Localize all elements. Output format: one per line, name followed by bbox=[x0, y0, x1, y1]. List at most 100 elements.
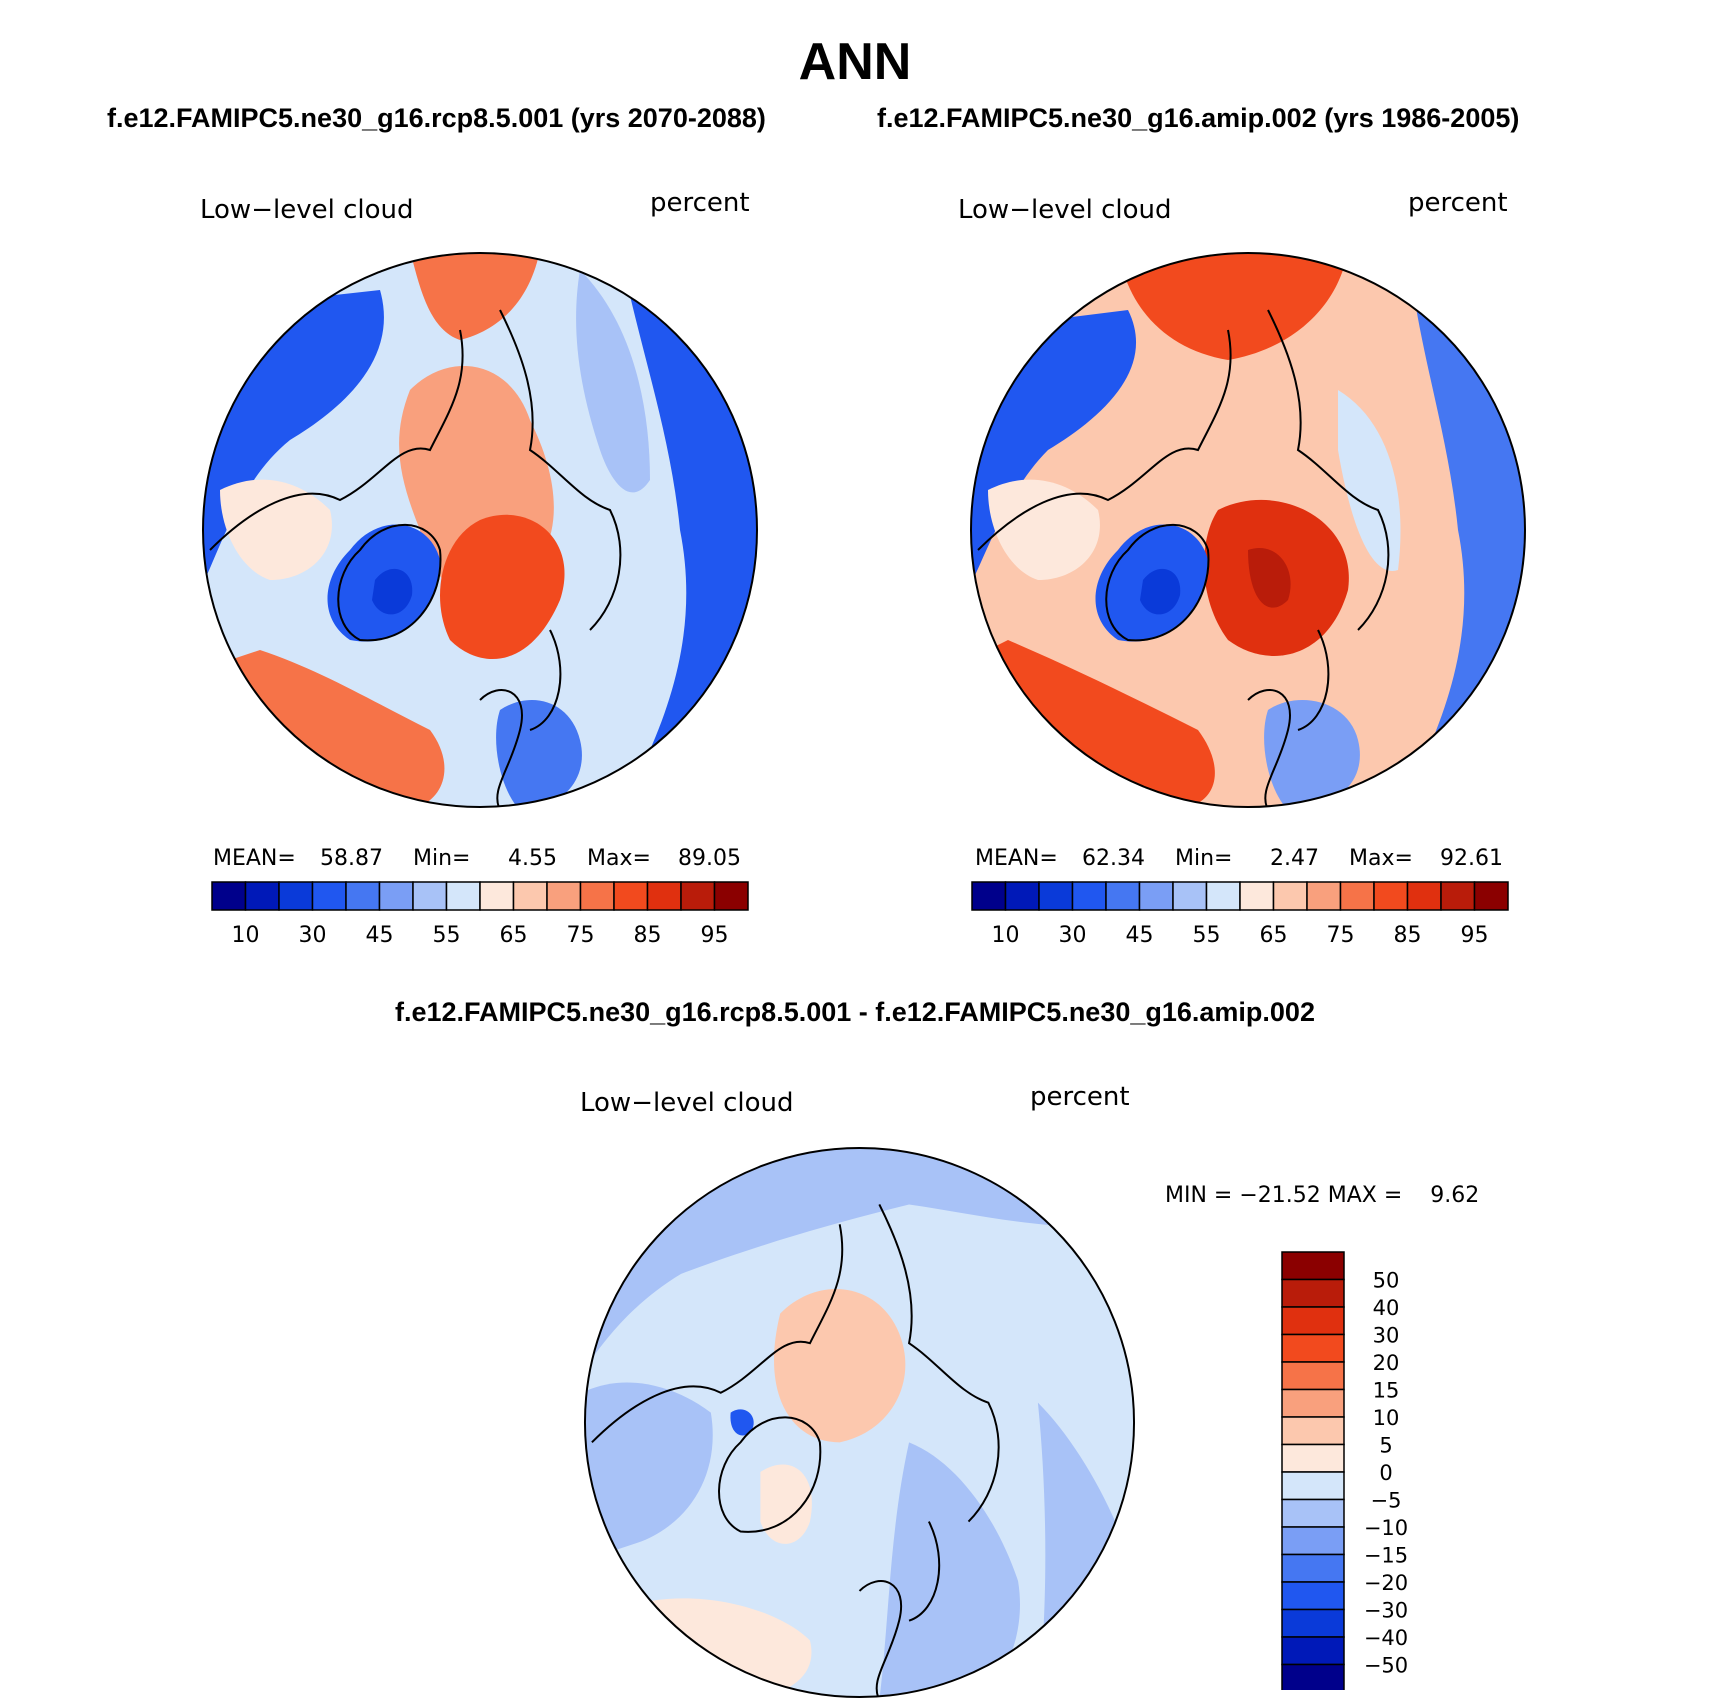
colorbar-tick-label: −5 bbox=[1371, 1489, 1402, 1513]
panel1-region-canada bbox=[220, 479, 332, 580]
colorbar-swatch bbox=[1281, 1416, 1345, 1446]
figure-title: ANN bbox=[798, 33, 912, 91]
panel2-mean-value: 62.34 bbox=[1082, 846, 1145, 871]
colorbar-swatch bbox=[1105, 881, 1141, 911]
panel1-mean-value: 58.87 bbox=[320, 846, 383, 871]
panel1-min-value: 4.55 bbox=[508, 846, 557, 871]
panel2-min-value: 2.47 bbox=[1270, 846, 1319, 871]
colorbar-tick-label: 10 bbox=[992, 923, 1020, 948]
panel3-region-greenland bbox=[760, 1464, 812, 1544]
colorbar-tick-label: −50 bbox=[1364, 1654, 1408, 1678]
panel1-map-border bbox=[202, 252, 758, 808]
colorbar-swatch bbox=[1038, 881, 1074, 911]
colorbar-tick-label: −20 bbox=[1364, 1571, 1408, 1595]
colorbar-swatch bbox=[1071, 881, 1107, 911]
colorbar-tick-label: 10 bbox=[232, 923, 260, 948]
colorbar-tick-label: −10 bbox=[1364, 1516, 1408, 1540]
panel1-region-east bbox=[576, 270, 650, 493]
colorbar-swatch bbox=[1440, 881, 1476, 911]
colorbar-swatch bbox=[1172, 881, 1208, 911]
colorbar-swatch bbox=[1281, 1251, 1345, 1281]
colorbar-swatch bbox=[278, 881, 314, 911]
colorbar-swatch bbox=[1473, 881, 1509, 911]
colorbar-swatch bbox=[680, 881, 716, 911]
colorbar-tick-label: 55 bbox=[1193, 923, 1221, 948]
panel3-region-baffin bbox=[730, 1409, 754, 1436]
panel2-region-barents-core bbox=[1248, 548, 1291, 608]
difference-title: f.e12.FAMIPC5.ne30_g16.rcp8.5.001 - f.e1… bbox=[395, 997, 1315, 1027]
colorbar-swatch bbox=[1004, 881, 1040, 911]
colorbar-swatch bbox=[579, 881, 615, 911]
colorbar-tick-label: 5 bbox=[1379, 1434, 1392, 1458]
colorbar-swatch bbox=[1373, 881, 1409, 911]
colorbar-swatch bbox=[1281, 1471, 1345, 1501]
colorbar-swatch bbox=[1281, 1553, 1345, 1583]
colorbar-tick-label: 15 bbox=[1373, 1379, 1400, 1403]
colorbar-tick-label: 95 bbox=[701, 923, 729, 948]
colorbar-tick-label: 65 bbox=[500, 923, 528, 948]
colorbar-tick-label: 75 bbox=[567, 923, 595, 948]
colorbar-swatch bbox=[512, 881, 548, 911]
colorbar-swatch bbox=[1205, 881, 1241, 911]
panel1-mean-label: MEAN= bbox=[213, 846, 296, 871]
colorbar-swatch bbox=[1138, 881, 1174, 911]
panel3-minmax: MIN = −21.52 MAX = 9.62 bbox=[1165, 1183, 1480, 1208]
panel1-max-value: 89.05 bbox=[678, 846, 741, 871]
colorbar-swatch bbox=[345, 881, 381, 911]
colorbar-swatch bbox=[713, 881, 749, 911]
panel3-units-label: percent bbox=[1030, 1082, 1130, 1112]
colorbar-swatch bbox=[1281, 1443, 1345, 1473]
colorbar-tick-label: 30 bbox=[1373, 1324, 1400, 1348]
colorbar-tick-label: 85 bbox=[634, 923, 662, 948]
panel2-max-value: 92.61 bbox=[1440, 846, 1503, 871]
colorbar-swatch bbox=[479, 881, 515, 911]
colorbar-swatch bbox=[1281, 1278, 1345, 1308]
panel3-difference-map bbox=[583, 1146, 1136, 1699]
panel3-map-border bbox=[583, 1146, 1136, 1699]
colorbar-tick-label: 95 bbox=[1461, 923, 1489, 948]
colorbar-swatch bbox=[1406, 881, 1442, 911]
colorbar-swatch bbox=[311, 881, 347, 911]
colorbar-swatch bbox=[445, 881, 481, 911]
panel2-polar-map bbox=[970, 252, 1526, 808]
colorbar-swatch bbox=[378, 881, 414, 911]
panel1-region-barents bbox=[440, 514, 565, 660]
colorbar-swatch bbox=[971, 881, 1007, 911]
colorbar-swatch bbox=[1281, 1581, 1345, 1611]
panel2-coastlines bbox=[977, 309, 1390, 807]
panel2-region-canada bbox=[988, 479, 1100, 580]
panel2-variable-label: Low−level cloud bbox=[958, 195, 1172, 225]
panel1-polar-map bbox=[202, 252, 758, 808]
colorbar-swatch bbox=[646, 881, 682, 911]
colorbar-tick-label: 45 bbox=[1126, 923, 1154, 948]
colorbar-swatch bbox=[613, 881, 649, 911]
colorbar-swatch bbox=[1281, 1498, 1345, 1528]
panel1-region-scandinavia bbox=[496, 700, 582, 807]
colorbar-tick-label: 20 bbox=[1373, 1351, 1400, 1375]
colorbar-tick-label: 55 bbox=[433, 923, 461, 948]
panel2-max-label: Max= bbox=[1349, 846, 1413, 871]
colorbar-swatch bbox=[1281, 1608, 1345, 1638]
panel1-variable-label: Low−level cloud bbox=[200, 195, 414, 225]
colorbar-swatch bbox=[412, 881, 448, 911]
colorbar-tick-label: 30 bbox=[1059, 923, 1087, 948]
colorbar-tick-label: −40 bbox=[1364, 1626, 1408, 1650]
panel2-greenland-core bbox=[1140, 568, 1181, 615]
colorbar-swatch bbox=[546, 881, 582, 911]
colorbar-tick-label: 0 bbox=[1379, 1461, 1392, 1485]
panel3-coastlines bbox=[591, 1204, 1000, 1698]
panel3-region-north bbox=[584, 1147, 1135, 1373]
colorbar-swatch bbox=[1281, 1663, 1345, 1690]
colorbar-swatch bbox=[1281, 1306, 1345, 1336]
colorbar-swatch bbox=[211, 881, 247, 911]
colorbar-tick-label: 10 bbox=[1373, 1406, 1400, 1430]
colorbar-swatch bbox=[1239, 881, 1275, 911]
panel1-colorbar: 10 30 45 55 65 75 85 95 bbox=[211, 881, 749, 948]
colorbar-swatch bbox=[1306, 881, 1342, 911]
colorbar-swatch bbox=[244, 881, 280, 911]
right-case-title: f.e12.FAMIPC5.ne30_g16.amip.002 (yrs 198… bbox=[877, 103, 1520, 133]
panel1-region-bering bbox=[410, 253, 540, 340]
colorbar-swatch bbox=[1272, 881, 1308, 911]
panel1-coastlines bbox=[209, 309, 622, 807]
panel2-mean-label: MEAN= bbox=[975, 846, 1058, 871]
